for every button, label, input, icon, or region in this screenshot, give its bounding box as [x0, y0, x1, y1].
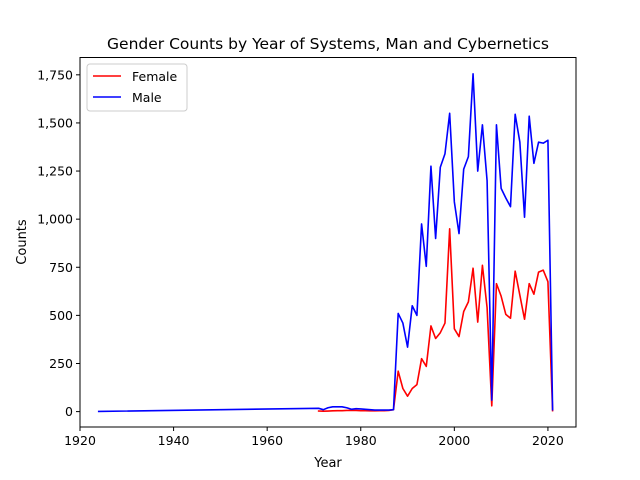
- y-tick-label: 0: [65, 404, 73, 419]
- x-tick-label: 1980: [345, 433, 377, 448]
- x-tick-label: 2020: [532, 433, 564, 448]
- x-tick-label: 2000: [438, 433, 470, 448]
- y-tick-label: 1,000: [37, 212, 73, 227]
- series-line-female: [317, 227, 554, 413]
- y-tick-label: 250: [49, 356, 73, 371]
- y-axis-label: Counts: [15, 219, 30, 265]
- y-tick-label: 1,250: [37, 164, 73, 179]
- y-tick-label: 1,750: [37, 67, 73, 82]
- chart-title: Gender Counts by Year of Systems, Man an…: [107, 35, 549, 53]
- plot-area: [79, 57, 577, 428]
- x-tick-label: 1920: [64, 433, 96, 448]
- legend: Female Male: [86, 63, 188, 112]
- y-tick-label: 1,500: [37, 115, 73, 130]
- legend-label-male: Male: [132, 90, 162, 105]
- y-axis: 0 250 500 750 1,000 1,250 1,500 1,750: [37, 67, 80, 419]
- y-tick-label: 750: [49, 260, 73, 275]
- x-tick-label: 1960: [251, 433, 283, 448]
- x-axis: 1920 1940 1960 1980 2000 2020: [64, 427, 564, 448]
- series-layer: [97, 73, 554, 413]
- x-axis-label: Year: [313, 456, 342, 471]
- legend-label-female: Female: [132, 69, 178, 84]
- plot-frame: [79, 57, 577, 428]
- x-tick-label: 1940: [158, 433, 190, 448]
- series-line-male: [97, 73, 554, 413]
- y-tick-label: 500: [49, 308, 73, 323]
